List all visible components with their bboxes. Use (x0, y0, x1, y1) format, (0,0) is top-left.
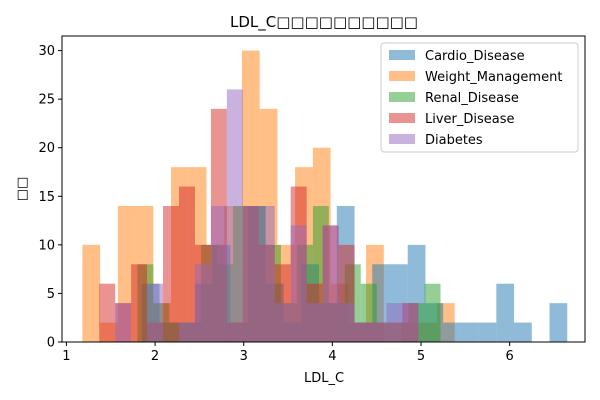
legend-label-cardio-disease: Cardio_Disease (425, 49, 525, 64)
bar-cardio-disease (496, 283, 515, 342)
bar-diabetes (402, 303, 419, 342)
x-tick-label: 2 (151, 349, 159, 364)
bars-layer (82, 50, 568, 343)
y-tick-label: 15 (38, 190, 55, 205)
x-tick-label: 5 (417, 349, 425, 364)
bar-diabetes (115, 303, 132, 342)
legend-box (380, 42, 579, 153)
x-tick-label: 3 (240, 349, 248, 364)
bar-diabetes (290, 225, 307, 342)
legend: Cardio_Disease Weight_Management Renal_Dis… (380, 42, 579, 153)
bar-cardio-disease (443, 322, 461, 342)
bar-cardio-disease (460, 322, 479, 342)
legend-label-weight-management: Weight_Management (425, 70, 562, 85)
legend-label-liver-disease: Liver_Disease (425, 112, 515, 127)
bar-liver-disease (179, 186, 195, 342)
legend-swatch-weight-management (389, 71, 415, 81)
plot-frame (61, 35, 586, 343)
bar-diabetes (258, 206, 275, 342)
legend-swatch-cardio-disease (389, 50, 415, 60)
y-tick-label: 30 (38, 44, 55, 59)
bar-diabetes (226, 89, 243, 343)
bar-diabetes (210, 206, 227, 342)
legend-swatch-diabetes (389, 134, 415, 144)
bar-cardio-disease (478, 322, 497, 342)
bar-cardio-disease (549, 303, 568, 342)
legend-label-renal-disease: Renal_Disease (425, 91, 519, 106)
bar-diabetes (147, 283, 164, 342)
y-tick-label: 10 (38, 238, 55, 253)
y-tick-label: 0 (47, 336, 55, 351)
x-axis-title: LDL_C (304, 371, 344, 386)
x-tick-label: 1 (62, 349, 70, 364)
legend-label-diabetes: Diabetes (425, 133, 483, 148)
x-tick-label: 4 (328, 349, 336, 364)
axes-layer: 1 2 3 4 5 6 0 5 10 15 20 25 30 (38, 35, 586, 364)
legend-swatch-renal-disease (389, 92, 415, 102)
bar-liver-disease (163, 206, 180, 342)
bar-diabetes (338, 303, 355, 342)
y-axis-title: □□ (15, 177, 30, 202)
x-tick-label: 6 (506, 349, 514, 364)
bar-diabetes (386, 303, 403, 342)
bar-diabetes (179, 322, 195, 342)
y-tick-label: 20 (38, 141, 55, 156)
y-tick-label: 5 (47, 287, 55, 302)
bar-liver-disease (99, 283, 116, 342)
bar-renal-disease (424, 283, 441, 342)
bar-weight-management (82, 244, 101, 342)
bar-diabetes (242, 206, 259, 342)
bar-diabetes (354, 322, 371, 342)
bar-cardio-disease (514, 322, 532, 342)
bar-diabetes (306, 303, 323, 342)
legend-swatch-liver-disease (389, 113, 415, 123)
chart-title: LDL_C□□□□□□□□□□ (230, 13, 418, 32)
bar-diabetes (194, 264, 211, 342)
bar-diabetes (322, 225, 339, 342)
bar-diabetes (274, 303, 291, 342)
bar-diabetes (370, 322, 387, 342)
y-tick-label: 25 (38, 93, 55, 108)
bar-liver-disease (131, 264, 148, 342)
